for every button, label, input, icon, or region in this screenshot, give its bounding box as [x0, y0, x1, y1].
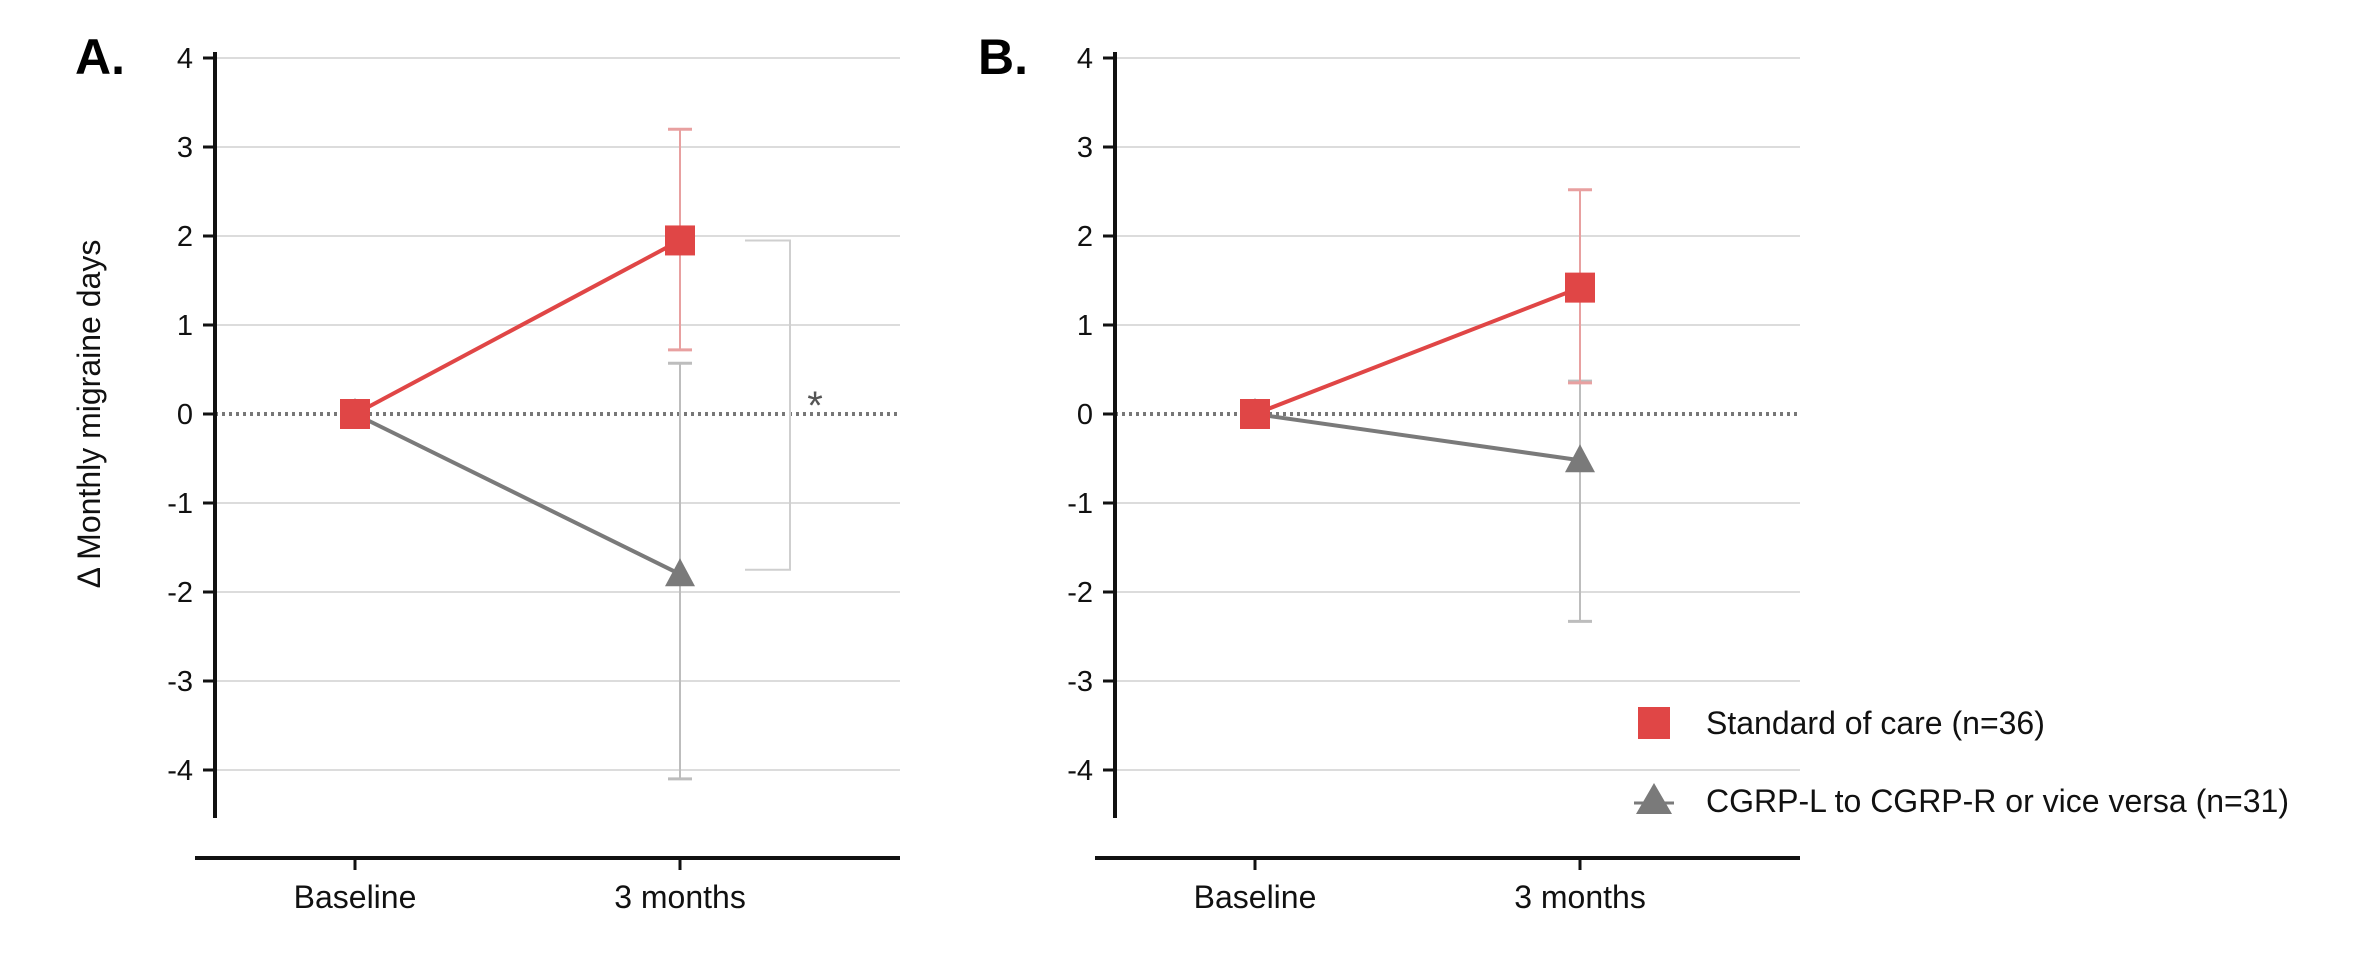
series-line-standard-of-care [1254, 285, 1581, 416]
x-tick-label: Baseline [1194, 879, 1317, 915]
y-tick-label: 1 [177, 310, 193, 342]
data-point-standard-of-care [340, 399, 370, 429]
legend-label-cgrp: CGRP-L to CGRP-R or vice versa (n=31) [1706, 783, 2289, 819]
legend-marker-standard-of-care [1638, 707, 1670, 739]
series-line-cgrp-switch [354, 412, 681, 576]
x-tick-label: 3 months [1514, 879, 1646, 915]
data-point-standard-of-care [1240, 399, 1270, 429]
series-line-cgrp-switch [1254, 412, 1581, 463]
panel-label-b: B. [978, 29, 1028, 85]
x-tick-label: Baseline [294, 879, 417, 915]
y-tick-label: 3 [1077, 132, 1093, 164]
y-tick-label: 3 [177, 132, 193, 164]
data-point-cgrp-switch [665, 558, 695, 587]
legend: Standard of care (n=36) CGRP-L to CGRP-R… [1634, 705, 2289, 819]
legend-label-standard-of-care: Standard of care (n=36) [1706, 705, 2045, 741]
x-tick-label: 3 months [614, 879, 746, 915]
data-point-standard-of-care [1565, 272, 1595, 303]
y-tick-label: 4 [177, 43, 193, 75]
y-tick-label: 4 [1077, 43, 1093, 75]
panel-label-a: A. [75, 29, 125, 85]
y-tick-label: -2 [1067, 577, 1093, 609]
significance-bracket [745, 239, 791, 571]
y-tick-label: 2 [177, 221, 193, 253]
panel-b-chart: B. 4 3 2 1 0 -1 -2 -3 -4 Baseline 3 months [978, 29, 1800, 915]
y-tick-label: 2 [1077, 221, 1093, 253]
y-tick-label: -1 [167, 488, 193, 520]
y-tick-label: -3 [167, 666, 193, 698]
significance-marker: * [807, 384, 823, 428]
data-point-standard-of-care [665, 225, 695, 256]
y-tick-label: -4 [1067, 755, 1093, 787]
panel-a-chart: A. 4 3 2 1 0 -1 -2 -3 -4 Baseline 3 months * [75, 29, 900, 915]
y-tick-label: 0 [177, 399, 193, 431]
y-tick-label: 0 [1077, 399, 1093, 431]
y-tick-label: -2 [167, 577, 193, 609]
y-tick-label: -3 [1067, 666, 1093, 698]
y-axis-label: Δ Monthly migraine days [71, 240, 107, 589]
y-tick-label: -4 [167, 755, 193, 787]
series-line-standard-of-care [354, 238, 681, 416]
data-point-cgrp-switch [1565, 444, 1595, 473]
legend-marker-cgrp [1636, 783, 1672, 814]
y-tick-label: 1 [1077, 310, 1093, 342]
y-tick-label: -1 [1067, 488, 1093, 520]
